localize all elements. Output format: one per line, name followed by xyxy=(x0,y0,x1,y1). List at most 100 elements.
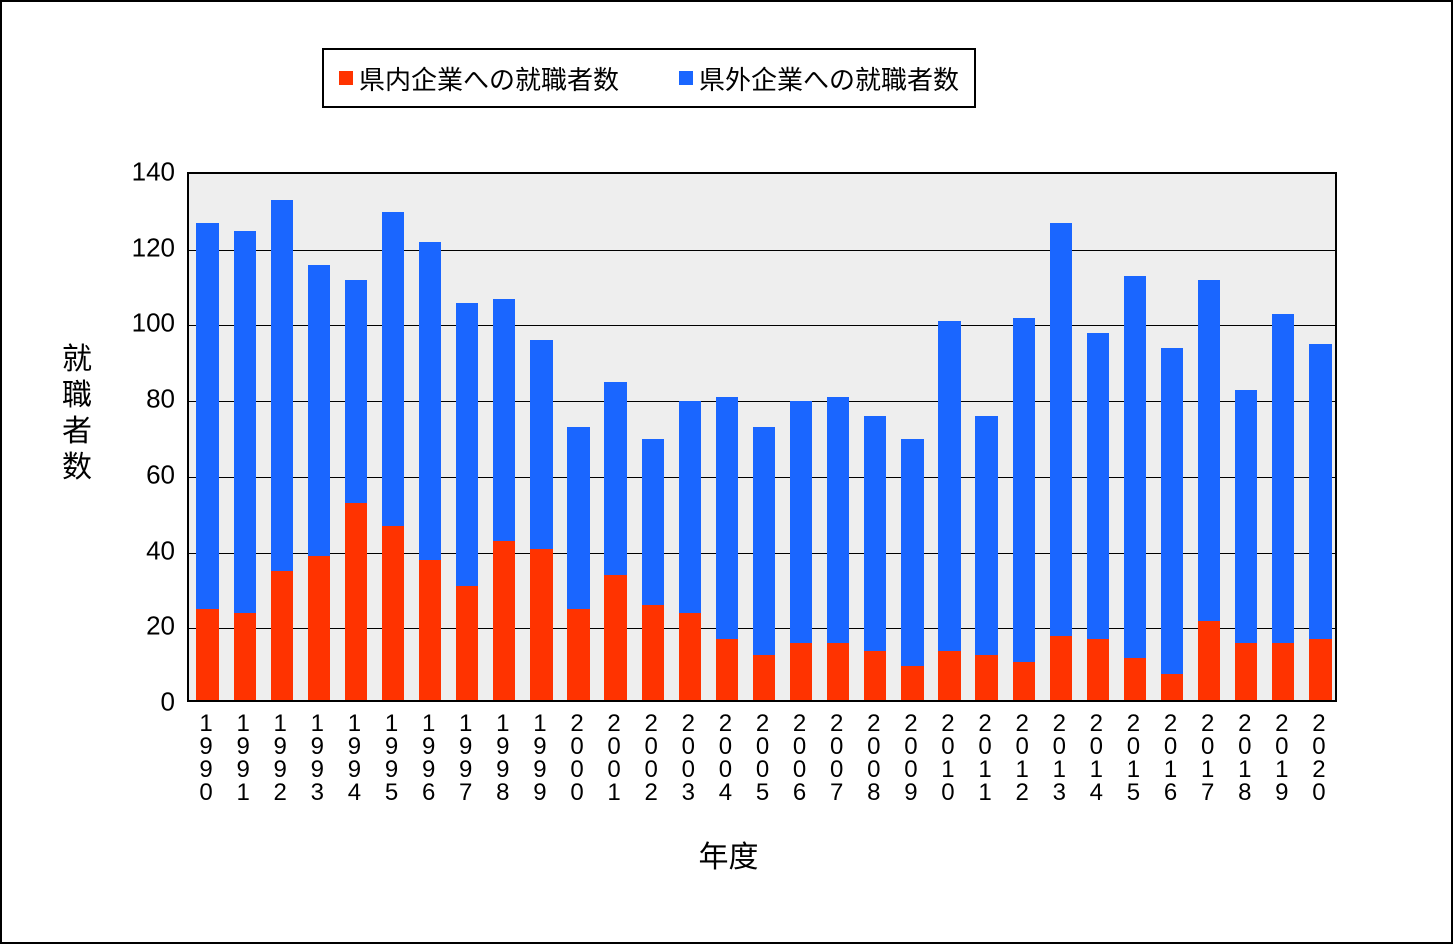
x-tick-label: 2006 xyxy=(785,710,813,802)
bar-2015 xyxy=(1124,276,1146,700)
bar-segment-inside xyxy=(1124,658,1146,700)
x-tick-label: 2007 xyxy=(822,710,850,802)
bar-2012 xyxy=(1013,318,1035,700)
bar-segment-inside xyxy=(901,666,923,700)
bar-2008 xyxy=(864,416,886,700)
bar-1995 xyxy=(382,212,404,700)
bar-2013 xyxy=(1050,223,1072,700)
plot-area xyxy=(187,172,1337,702)
y-tick-label: 0 xyxy=(95,687,175,718)
x-tick-label: 2014 xyxy=(1082,710,1110,802)
bar-segment-outside xyxy=(1161,348,1183,674)
bar-1996 xyxy=(419,242,441,700)
bar-1991 xyxy=(234,231,256,700)
bar-segment-outside xyxy=(530,340,552,548)
bar-segment-outside xyxy=(1272,314,1294,643)
y-tick-label: 100 xyxy=(95,308,175,339)
x-tick-label: 2017 xyxy=(1193,710,1221,802)
bar-segment-inside xyxy=(345,503,367,700)
bar-segment-outside xyxy=(493,299,515,541)
x-tick-label: 2016 xyxy=(1156,710,1184,802)
legend-marker-inside xyxy=(339,71,353,85)
bar-segment-inside xyxy=(456,586,478,700)
x-tick-label: 1997 xyxy=(451,710,479,802)
bar-1992 xyxy=(271,200,293,700)
y-tick-label: 140 xyxy=(95,157,175,188)
x-tick-label: 1992 xyxy=(266,710,294,802)
bar-segment-inside xyxy=(493,541,515,700)
bar-segment-outside xyxy=(1235,390,1257,644)
bar-segment-outside xyxy=(456,303,478,587)
x-tick-label: 2004 xyxy=(711,710,739,802)
bar-2005 xyxy=(753,427,775,700)
bar-segment-outside xyxy=(196,223,218,609)
bar-1994 xyxy=(345,280,367,700)
chart-frame: 県内企業への就職者数 県外企業への就職者数 就 職 者 数 0204060801… xyxy=(0,0,1453,944)
bar-segment-outside xyxy=(679,401,701,613)
legend-item-inside: 県内企業への就職者数 xyxy=(339,60,619,97)
bars-layer xyxy=(189,174,1335,700)
bar-segment-inside xyxy=(642,605,664,700)
bar-segment-inside xyxy=(382,526,404,700)
bar-2017 xyxy=(1198,280,1220,700)
bar-segment-inside xyxy=(938,651,960,700)
bar-segment-outside xyxy=(901,439,923,666)
bar-2006 xyxy=(790,401,812,700)
bar-2004 xyxy=(716,397,738,700)
bar-segment-outside xyxy=(753,427,775,654)
x-tick-label: 2008 xyxy=(859,710,887,802)
bar-segment-outside xyxy=(1124,276,1146,658)
bar-2010 xyxy=(938,321,960,700)
y-tick-label: 80 xyxy=(95,384,175,415)
y-tick-label: 120 xyxy=(95,232,175,263)
x-tick-label: 2011 xyxy=(971,710,999,802)
bar-segment-outside xyxy=(827,397,849,643)
y-axis-title: 就 職 者 数 xyxy=(62,342,92,486)
bar-2020 xyxy=(1309,344,1331,700)
bar-segment-inside xyxy=(604,575,626,700)
bar-segment-inside xyxy=(1050,636,1072,700)
bar-segment-inside xyxy=(753,655,775,700)
legend-item-outside: 県外企業への就職者数 xyxy=(679,60,959,97)
bar-segment-outside xyxy=(271,200,293,571)
x-axis-title: 年度 xyxy=(2,832,1453,876)
bar-segment-outside xyxy=(308,265,330,557)
x-tick-label: 2013 xyxy=(1045,710,1073,802)
bar-segment-outside xyxy=(604,382,626,575)
x-tick-label: 2009 xyxy=(896,710,924,802)
x-tick-label: 1996 xyxy=(414,710,442,802)
x-tick-label: 1998 xyxy=(488,710,516,802)
bar-segment-inside xyxy=(1309,639,1331,700)
legend-label-inside: 県内企業への就職者数 xyxy=(359,60,619,97)
bar-segment-outside xyxy=(345,280,367,503)
bar-segment-inside xyxy=(1013,662,1035,700)
bar-2001 xyxy=(604,382,626,700)
bar-segment-outside xyxy=(567,427,589,609)
bar-segment-inside xyxy=(419,560,441,700)
x-tick-label: 1993 xyxy=(303,710,331,802)
x-tick-label: 2000 xyxy=(563,710,591,802)
bar-segment-outside xyxy=(938,321,960,650)
bar-2007 xyxy=(827,397,849,700)
bar-2000 xyxy=(567,427,589,700)
bar-segment-inside xyxy=(530,549,552,700)
x-tick-label: 2018 xyxy=(1230,710,1258,802)
bar-2011 xyxy=(975,416,997,700)
bar-2014 xyxy=(1087,333,1109,700)
bar-segment-outside xyxy=(382,212,404,526)
bar-segment-outside xyxy=(864,416,886,651)
bar-1999 xyxy=(530,340,552,700)
x-tick-label: 2005 xyxy=(748,710,776,802)
bar-segment-outside xyxy=(234,231,256,613)
x-tick-label: 2019 xyxy=(1267,710,1295,802)
bar-segment-outside xyxy=(716,397,738,639)
x-tick-label: 2015 xyxy=(1119,710,1147,802)
bar-segment-outside xyxy=(1050,223,1072,636)
bar-2018 xyxy=(1235,390,1257,700)
bar-segment-inside xyxy=(196,609,218,700)
bar-segment-inside xyxy=(1235,643,1257,700)
legend-label-outside: 県外企業への就職者数 xyxy=(699,60,959,97)
x-tick-label: 2010 xyxy=(933,710,961,802)
y-tick-label: 20 xyxy=(95,611,175,642)
x-tick-label: 2001 xyxy=(600,710,628,802)
